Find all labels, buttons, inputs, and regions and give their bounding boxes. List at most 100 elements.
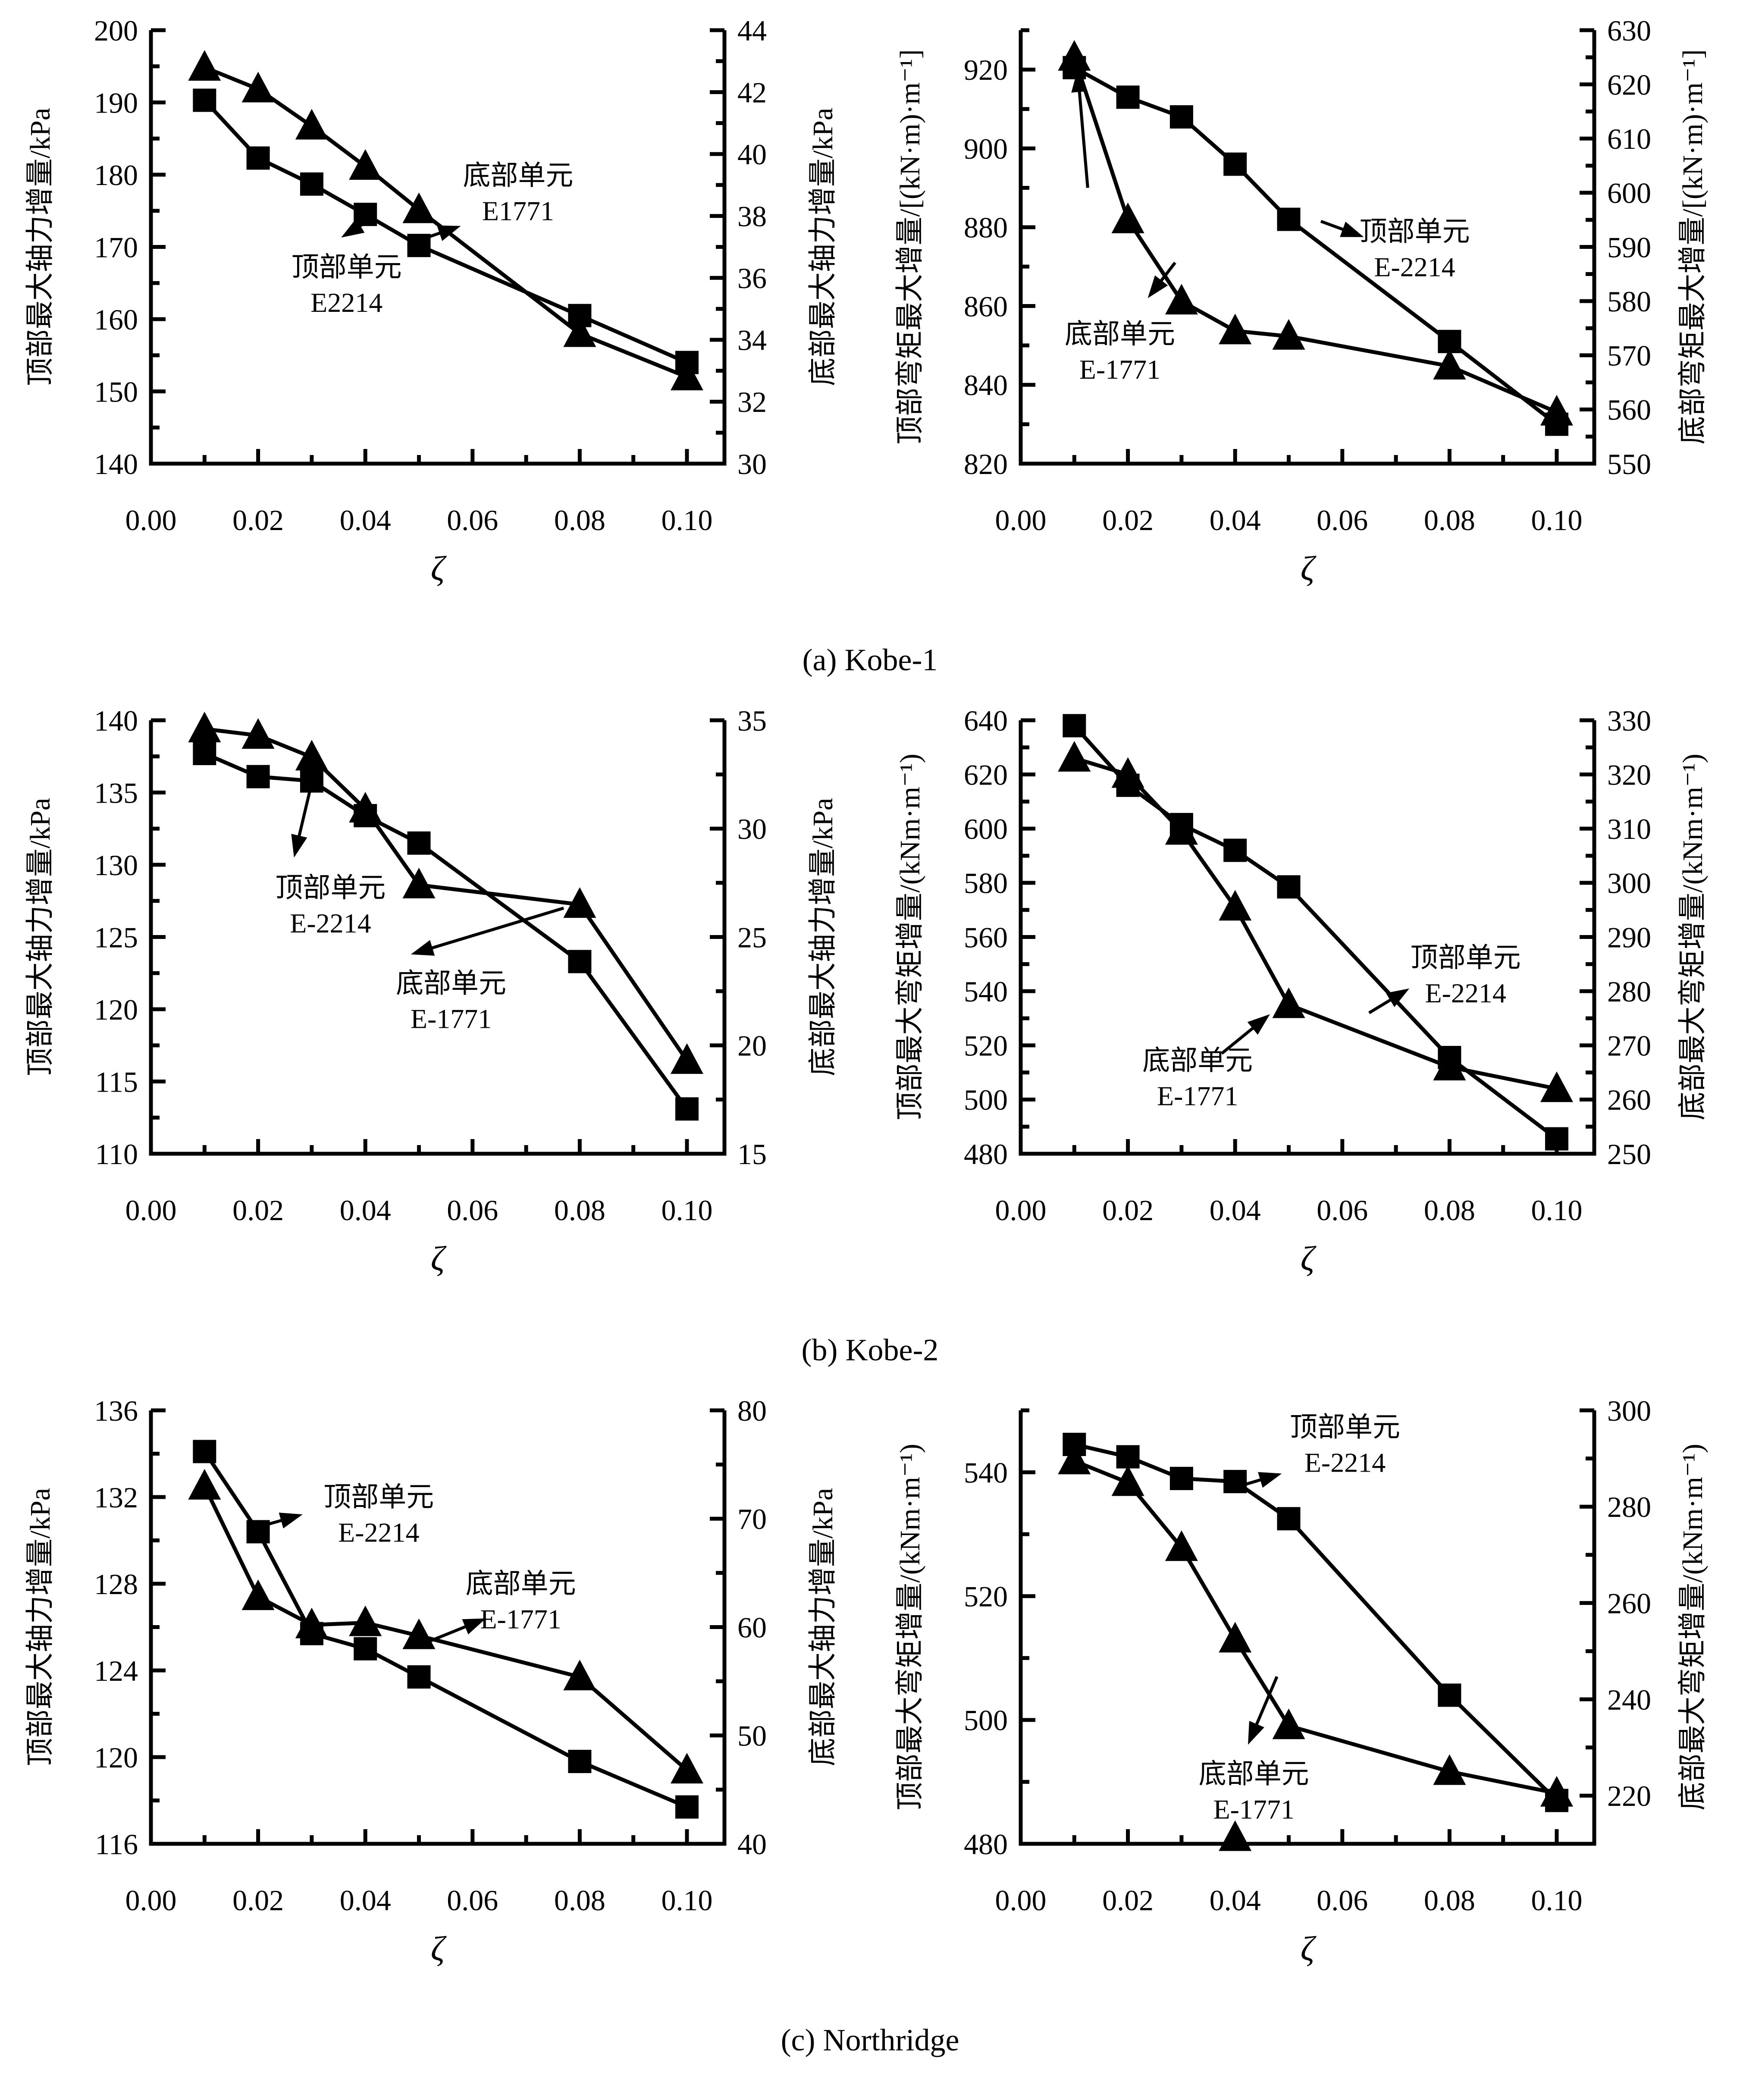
left-tick-label: 620 [964, 758, 1008, 791]
right-tick-label: 220 [1607, 1780, 1651, 1812]
x-tick-label: 0.00 [125, 504, 177, 537]
x-tick-label: 0.10 [661, 1884, 712, 1917]
right-tick-label: 290 [1607, 921, 1651, 954]
marker-triangle-bottom-unit [295, 109, 328, 140]
left-tick-label: 600 [964, 813, 1008, 845]
caption-kobe2: (b) Kobe-2 [801, 1333, 939, 1367]
marker-triangle-bottom-unit [241, 72, 275, 103]
left-tick-label: 500 [964, 1704, 1008, 1737]
marker-triangle-bottom-unit [1111, 202, 1144, 233]
annotation-text: E1771 [482, 195, 554, 226]
right-tick-label: 300 [1607, 867, 1651, 900]
chart-kobe1-bending-moment: 0.00 0.02 0.04 0.06 0.08 0.10 ζ 820 840 860 880 900… [870, 4, 1740, 634]
series-line-top-unit [1074, 1442, 1558, 1802]
left-tick-label: 520 [964, 1030, 1008, 1062]
right-tick-label: 580 [1607, 285, 1651, 318]
marker-square-top-unit [1116, 1445, 1140, 1469]
annotation-text: 底部单元 [1142, 1045, 1253, 1076]
marker-triangle-bottom-unit [295, 740, 328, 771]
x-tick-label: 0.10 [661, 1194, 712, 1227]
left-tick-label: 132 [94, 1481, 138, 1514]
row-northridge-charts: 0.00 0.02 0.04 0.06 0.08 0.10 ζ 116 120 124 128 132… [0, 1384, 1740, 2014]
marker-square-top-unit [193, 1440, 216, 1463]
left-tick-label: 540 [964, 1456, 1008, 1489]
left-tick-label: 120 [94, 1741, 138, 1774]
left-tick-label: 170 [94, 231, 138, 264]
x-tick-label: 0.02 [232, 1194, 284, 1227]
x-tick-label: 0.08 [1424, 504, 1475, 537]
right-tick-label: 260 [1607, 1083, 1651, 1116]
annotation-text: E-2214 [1304, 1447, 1386, 1478]
annotation-text: 顶部单元 [1290, 1412, 1400, 1442]
annotation-text: E-2214 [1374, 251, 1455, 282]
marker-square-top-unit [568, 1750, 592, 1774]
x-tick-label: 0.08 [554, 504, 605, 537]
x-tick-label: 0.10 [1531, 1194, 1582, 1227]
right-tick-label: 36 [737, 262, 767, 295]
right-tick-label: 610 [1607, 122, 1651, 155]
marker-triangle-bottom-unit [1219, 1622, 1252, 1653]
x-tick-label: 0.10 [1531, 504, 1582, 537]
marker-triangle-bottom-unit [670, 1043, 703, 1074]
marker-square-top-unit [1438, 330, 1461, 353]
series-line-bottom-unit [1073, 756, 1557, 1091]
annotation-arrow-head [291, 834, 307, 858]
annotation-text: E-1771 [1157, 1081, 1238, 1111]
left-axis-label: 顶部最大轴力增量/kPa [25, 798, 56, 1076]
annotation-arrow-line [421, 907, 564, 953]
marker-square-top-unit [407, 831, 431, 855]
marker-triangle-bottom-unit [1058, 741, 1091, 772]
marker-triangle-bottom-unit [1272, 1708, 1305, 1739]
right-tick-label: 38 [737, 200, 767, 233]
left-tick-label: 135 [94, 776, 138, 809]
left-tick-label: 920 [964, 53, 1008, 86]
annotation-text: E-2214 [338, 1517, 419, 1548]
left-tick-label: 840 [964, 369, 1008, 402]
right-axis-label: 底部最大轴力增量/kPa [807, 1488, 839, 1766]
annotation-text: 顶部单元 [275, 873, 386, 903]
annotation-arrow-head [1071, 69, 1088, 93]
x-axis-label: ζ [1301, 550, 1317, 588]
right-tick-label: 280 [1607, 975, 1651, 1008]
right-tick-label: 570 [1607, 339, 1651, 372]
annotation-text: 底部单元 [1065, 319, 1175, 349]
marker-triangle-bottom-unit [188, 1469, 221, 1500]
marker-square-top-unit [246, 765, 270, 788]
annotation-arrow-head [1258, 1472, 1282, 1488]
marker-square-top-unit [1545, 1789, 1568, 1812]
x-tick-label: 0.06 [447, 1884, 498, 1917]
chart-kobe1-axial-force: 0.00 0.02 0.04 0.06 0.08 0.10 ζ 140 150 160 170 180… [0, 4, 870, 634]
marker-square-top-unit [675, 1795, 699, 1819]
chart-svg-5: 0.00 0.02 0.04 0.06 0.08 0.10 ζ 480 500 520 540 顶部最… [894, 1394, 1709, 1968]
marker-square-top-unit [1169, 105, 1193, 129]
right-axis-label: 底部最大弯矩增量/(kNm·m⁻¹) [1677, 753, 1709, 1120]
annotation-text: E-2214 [290, 908, 371, 939]
right-tick-label: 590 [1607, 231, 1651, 264]
annotation-text: E-1771 [480, 1604, 561, 1635]
x-tick-label: 0.10 [1531, 1884, 1582, 1917]
left-tick-label: 880 [964, 211, 1008, 244]
right-tick-label: 310 [1607, 813, 1651, 845]
left-tick-label: 150 [94, 375, 138, 408]
marker-triangle-bottom-unit [402, 192, 436, 223]
annotation-arrow-head [1386, 988, 1410, 1008]
marker-square-top-unit [1063, 714, 1086, 738]
marker-triangle-bottom-unit [563, 887, 596, 918]
marker-triangle-bottom-unit [402, 867, 436, 898]
marker-square-top-unit [300, 1622, 323, 1645]
left-tick-label: 860 [964, 290, 1008, 323]
caption-kobe1: (a) Kobe-1 [802, 643, 938, 677]
marker-triangle-bottom-unit [1272, 319, 1305, 350]
left-axis-label: 顶部最大弯矩增量/(kNm·m⁻¹) [894, 1444, 926, 1810]
marker-triangle-bottom-unit [1219, 890, 1252, 921]
marker-square-top-unit [354, 1637, 377, 1661]
right-tick-label: 240 [1607, 1683, 1651, 1716]
annotation-arrow-head [462, 1618, 486, 1635]
left-tick-label: 200 [94, 14, 138, 47]
left-tick-label: 480 [964, 1138, 1008, 1171]
marker-square-top-unit [568, 950, 592, 973]
right-tick-label: 40 [737, 138, 767, 171]
series-line-top-unit [1072, 724, 1558, 1141]
x-tick-label: 0.08 [1424, 1884, 1475, 1917]
